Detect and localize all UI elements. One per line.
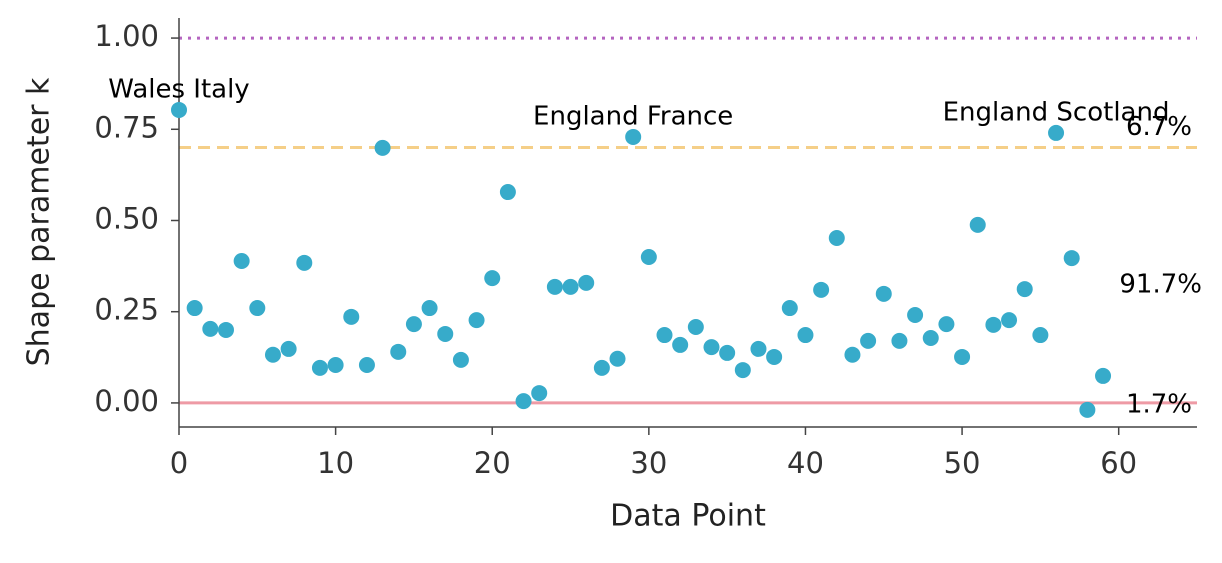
point	[374, 139, 391, 156]
point	[311, 359, 328, 376]
point	[249, 300, 266, 317]
point	[390, 343, 407, 360]
point	[656, 327, 673, 344]
point	[1095, 367, 1112, 384]
x-tick-label: 60	[1100, 446, 1137, 480]
point	[625, 128, 642, 145]
point	[797, 327, 814, 344]
point	[437, 325, 454, 342]
annotation: England France	[533, 101, 733, 131]
point	[766, 348, 783, 365]
point	[171, 101, 187, 118]
point	[1048, 124, 1065, 141]
point	[217, 321, 234, 338]
point	[860, 332, 877, 349]
point	[687, 319, 704, 336]
point	[640, 248, 657, 265]
y-axis-label: Shape parameter k	[22, 77, 57, 366]
x-tick-label: 50	[944, 446, 981, 480]
point	[280, 340, 297, 357]
point	[593, 359, 610, 376]
point	[1001, 312, 1018, 329]
x-tick-label: 0	[170, 446, 188, 480]
point	[484, 270, 501, 287]
x-tick-label: 10	[317, 446, 354, 480]
point	[750, 340, 767, 357]
point	[1032, 327, 1049, 344]
point	[421, 300, 438, 317]
point	[703, 339, 720, 356]
point	[405, 316, 422, 333]
point	[813, 281, 830, 298]
y-tick-label: 0.75	[94, 110, 159, 144]
point	[938, 316, 955, 333]
y-tick-label: 0.25	[94, 293, 159, 327]
point	[907, 306, 924, 323]
point	[922, 329, 939, 346]
point	[452, 351, 469, 368]
annotation: Wales Italy	[108, 74, 249, 104]
point	[844, 346, 861, 363]
point	[1063, 250, 1080, 267]
region-label: 1.7%	[1126, 389, 1192, 419]
point	[531, 385, 548, 402]
point	[499, 184, 516, 201]
point	[468, 312, 485, 329]
point	[546, 278, 563, 295]
point	[515, 393, 532, 410]
point	[954, 348, 971, 365]
point	[609, 350, 626, 367]
point	[1016, 281, 1033, 298]
point	[562, 278, 579, 295]
point	[578, 274, 595, 291]
point	[875, 285, 892, 302]
point	[233, 252, 250, 269]
x-tick-label: 30	[630, 446, 667, 480]
point	[186, 300, 203, 317]
point	[781, 300, 798, 317]
x-tick-label: 40	[787, 446, 824, 480]
point	[828, 230, 845, 247]
y-tick-label: 1.00	[94, 19, 159, 53]
point	[327, 356, 344, 373]
y-tick-label: 0.50	[94, 201, 159, 235]
point	[985, 316, 1002, 333]
x-tick-label: 20	[474, 446, 511, 480]
point	[969, 216, 986, 233]
point	[264, 346, 281, 363]
point	[1079, 401, 1096, 418]
point	[672, 336, 689, 353]
point	[296, 254, 313, 271]
annotation: England Scotland	[943, 97, 1170, 127]
point	[202, 320, 219, 337]
region-label: 6.7%	[1126, 112, 1192, 142]
region-label: 91.7%	[1119, 270, 1202, 300]
point	[734, 362, 751, 379]
point	[891, 332, 908, 349]
point	[358, 356, 375, 373]
point	[719, 344, 736, 361]
point	[343, 308, 360, 325]
x-axis-label: Data Point	[610, 499, 766, 534]
y-tick-label: 0.00	[94, 384, 159, 418]
